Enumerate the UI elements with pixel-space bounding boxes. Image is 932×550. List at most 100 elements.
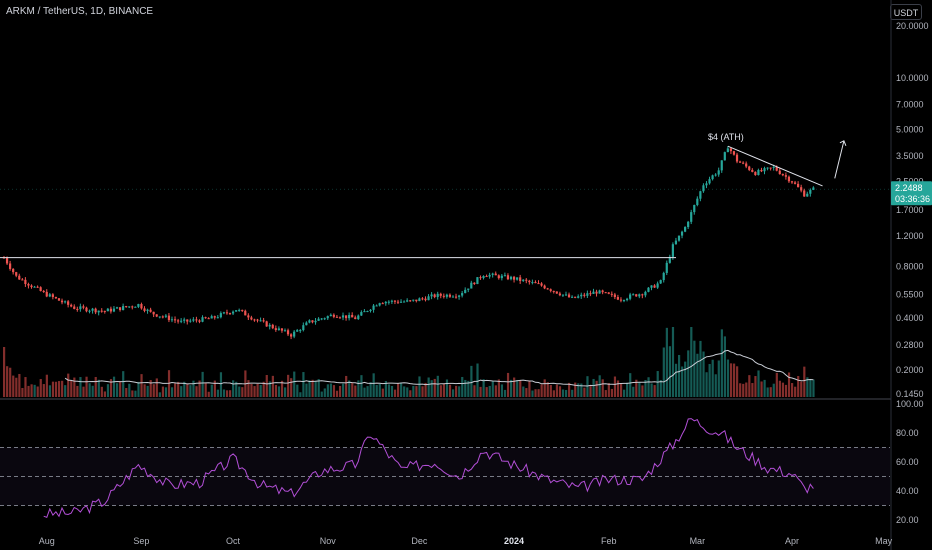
candle-body [409, 300, 412, 302]
candle-body [659, 280, 662, 284]
candle-body [79, 306, 82, 310]
candle-body [149, 309, 152, 312]
candle-body [183, 319, 186, 321]
volume-bar [3, 347, 6, 397]
arrow-up-icon [834, 140, 847, 179]
candle-body [622, 300, 626, 302]
volume-bar [720, 329, 723, 397]
y-tick-label: 0.4000 [896, 313, 924, 323]
volume-bar [558, 386, 562, 397]
candle-body [115, 307, 119, 309]
volume-bar [613, 376, 617, 397]
candle-body [461, 293, 464, 296]
candle-body [296, 330, 299, 332]
volume-bar [97, 379, 100, 397]
candle-body [320, 318, 323, 320]
volume-bar [323, 388, 326, 397]
candle-body [448, 294, 452, 297]
x-tick-label: Nov [320, 536, 337, 546]
volume-bar [79, 377, 82, 397]
volume-bar [296, 384, 299, 397]
volume-bar [665, 327, 668, 397]
volume-bar [268, 381, 271, 397]
volume-bar [681, 366, 684, 397]
volume-bar [555, 384, 559, 397]
volume-bar [726, 359, 730, 397]
candle-body [760, 169, 763, 172]
candle-body [36, 286, 39, 288]
volume-bar [351, 382, 354, 397]
candle-body [598, 290, 601, 294]
x-tick-label: Feb [601, 536, 617, 546]
candle-body [790, 181, 794, 183]
volume-bar [372, 373, 375, 397]
candle-body [122, 306, 125, 311]
candle-body [589, 293, 592, 295]
volume-bar [271, 375, 274, 397]
volume-bar [794, 386, 797, 397]
volume-bar [320, 391, 323, 397]
y-tick-label: 3.5000 [896, 151, 924, 161]
candle-body [748, 166, 751, 170]
volume-bar [140, 374, 143, 397]
candle-body [522, 279, 525, 281]
candle-body [812, 187, 815, 190]
volume-bar [791, 383, 794, 397]
volume-bar [48, 385, 52, 397]
candle-body [671, 244, 674, 257]
volume-bar [354, 385, 357, 397]
candle-body [702, 185, 705, 192]
volume-bar [152, 384, 155, 397]
candle-body [366, 311, 369, 313]
candle-body [763, 168, 766, 172]
candle-body [21, 279, 24, 281]
candle-body [286, 330, 290, 335]
volume-bar [595, 380, 598, 397]
volume-bar [253, 386, 256, 397]
volume-bar [461, 376, 464, 397]
volume-bar [552, 390, 555, 397]
candle-body [586, 293, 589, 296]
candle-body [329, 314, 332, 317]
volume-bar [503, 389, 507, 397]
volume-bar [592, 378, 595, 397]
candle-body [809, 189, 812, 194]
volume-bar [809, 378, 812, 397]
candle-body [67, 301, 70, 305]
volume-bar [464, 379, 467, 397]
volume-bar [210, 384, 213, 397]
volume-bar [406, 387, 409, 397]
candle-body [60, 300, 64, 303]
candle-body [27, 284, 30, 286]
candle-body [583, 294, 586, 296]
volume-bar [772, 383, 775, 397]
candle-body [180, 320, 183, 322]
volume-bar [332, 385, 336, 397]
candle-body [415, 299, 418, 302]
candle-body [580, 294, 583, 297]
volume-bar [439, 385, 442, 397]
candle-body [442, 295, 445, 297]
candle-body [393, 300, 397, 302]
volume-bar [778, 380, 781, 397]
candle-body [155, 314, 158, 317]
volume-bar [67, 373, 70, 397]
candle-body [561, 294, 565, 296]
candle-body [73, 306, 76, 309]
volume-bar [732, 363, 736, 397]
volume-bar [433, 378, 436, 397]
volume-bar [696, 353, 699, 397]
candle-body [195, 319, 198, 321]
candle-body [164, 315, 167, 317]
candle-body [644, 291, 647, 296]
volume-bar [674, 363, 678, 397]
candle-body [516, 277, 519, 280]
volume-bar [280, 380, 284, 397]
volume-bar [308, 380, 311, 397]
candle-body [610, 293, 613, 295]
candle-body [335, 316, 339, 318]
candle-body [314, 320, 317, 323]
volume-bar [12, 375, 15, 397]
candle-body [708, 179, 711, 184]
